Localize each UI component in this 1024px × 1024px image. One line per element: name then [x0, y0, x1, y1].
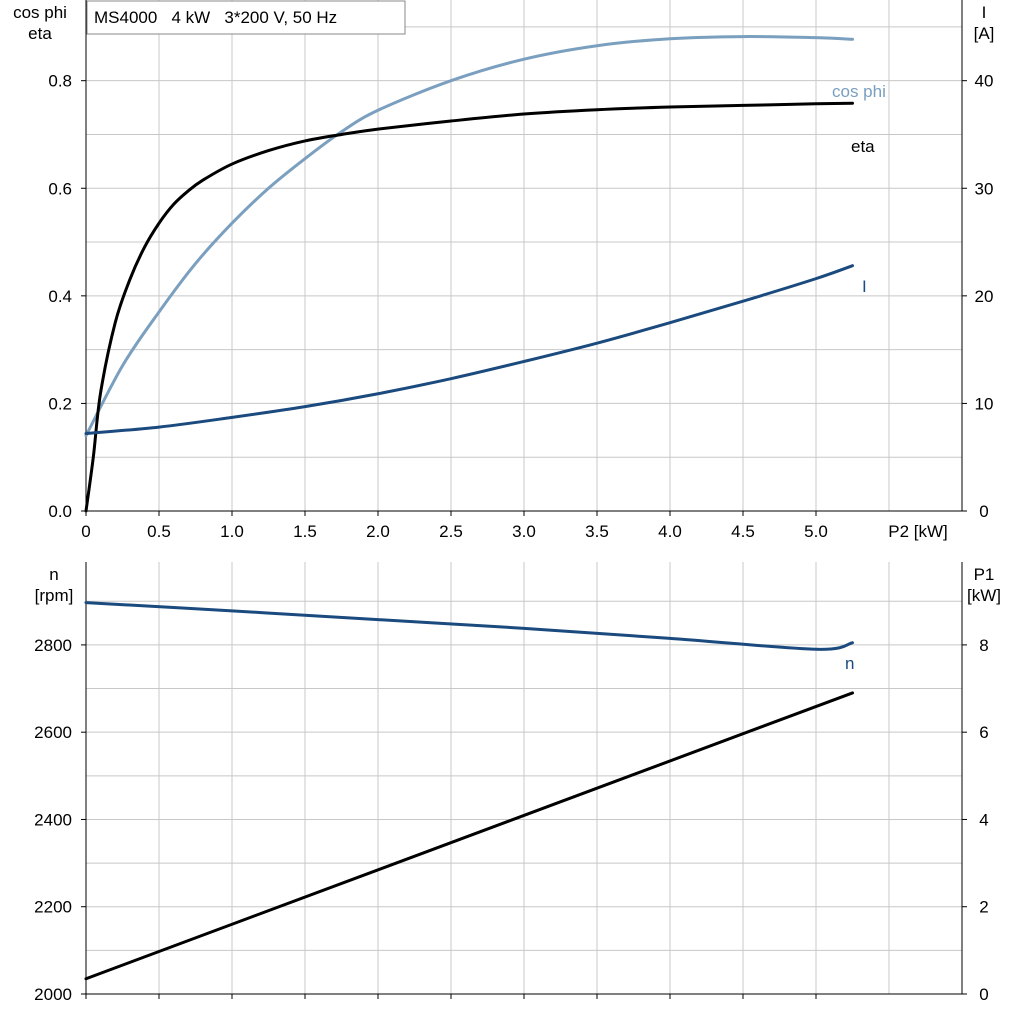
top-right-tick-label: 20 [975, 287, 994, 306]
top-left-tick-label: 0.4 [48, 287, 72, 306]
bottom-curve-series-1 [84, 691, 854, 981]
bottom-right-tick-label: 4 [979, 810, 988, 829]
top-x-tick-label: 2.0 [366, 522, 390, 541]
top-right-tick-label: 40 [975, 72, 994, 91]
top-right-axis-label: I [982, 3, 987, 22]
top-right-tick-label: 10 [975, 394, 994, 413]
bottom-curve-n [84, 601, 854, 651]
top-x-tick-label: 4.0 [658, 522, 682, 541]
top-x-tick-label: 4.5 [731, 522, 755, 541]
top-x-tick-label: 1.5 [293, 522, 317, 541]
top-curve-label-cos-phi: cos phi [832, 82, 886, 101]
bottom-curve-label-n: n [845, 654, 854, 673]
bottom-left-tick-label: 2600 [34, 723, 72, 742]
bottom-right-tick-label: 0 [979, 985, 988, 1004]
top-curve-cos-phi [84, 35, 854, 438]
top-left-tick-label: 0.6 [48, 179, 72, 198]
top-right-axis-label: [A] [974, 24, 995, 43]
top-curve-i [84, 264, 854, 436]
top-x-tick-label: 5.0 [804, 522, 828, 541]
top-right-tick-label: 30 [975, 179, 994, 198]
bottom-left-tick-label: 2400 [34, 810, 72, 829]
top-x-tick-label: 2.5 [439, 522, 463, 541]
top-left-tick-label: 0.8 [48, 72, 72, 91]
chart-title-box [86, 0, 406, 35]
bottom-right-tick-label: 8 [979, 636, 988, 655]
top-x-tick-label: 0 [81, 522, 90, 541]
bottom-right-axis-label: [kW] [967, 586, 1001, 605]
top-x-tick-label: 3.5 [585, 522, 609, 541]
top-x-tick-label: 0.5 [147, 522, 171, 541]
top-left-tick-label: 0.0 [48, 502, 72, 521]
bottom-left-axis-label: [rpm] [35, 586, 74, 605]
bottom-right-axis-label: P1 [974, 565, 995, 584]
top-x-tick-label: 1.0 [220, 522, 244, 541]
bottom-left-tick-label: 2000 [34, 985, 72, 1004]
bottom-right-tick-label: 2 [979, 898, 988, 917]
top-panel: 0.0 0.2 0.4 0.6 0.8 0 10 20 30 40 0 0.5 1.0 1.5 2.0 2.5… [13, 0, 994, 541]
top-left-tick-label: 0.2 [48, 394, 72, 413]
top-right-tick-label: 0 [979, 502, 988, 521]
top-curve-label-i: I [862, 277, 867, 296]
top-left-axis-label: eta [28, 24, 52, 43]
top-x-axis-label: P2 [kW] [888, 522, 948, 541]
bottom-left-tick-label: 2200 [34, 898, 72, 917]
top-left-axis-label: cos phi [13, 3, 67, 22]
top-x-tick-label: 3.0 [512, 522, 536, 541]
bottom-left-tick-label: 2800 [34, 636, 72, 655]
top-curve-eta [84, 101, 854, 513]
top-curve-label-eta: eta [851, 137, 875, 156]
bottom-panel: 2000 2200 2400 2600 2800 0 2 4 6 8 n [rpm] P1 [kW] n [34, 562, 1001, 1004]
bottom-left-axis-label: n [49, 565, 58, 584]
bottom-right-tick-label: 6 [979, 723, 988, 742]
chart-title: MS4000 4 kW 3*200 V, 50 Hz [94, 8, 337, 27]
